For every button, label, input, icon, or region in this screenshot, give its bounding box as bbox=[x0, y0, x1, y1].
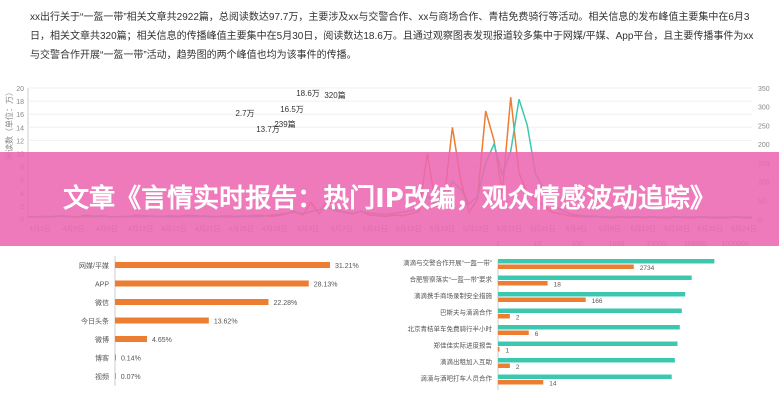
events-bar-chart: 1101001000100001000001000000 滴滴与交警合作开展“一… bbox=[403, 241, 749, 390]
platform-category-label: 网媒/平媒 bbox=[79, 261, 109, 270]
platform-bar bbox=[115, 354, 116, 361]
platform-category-label: 博客 bbox=[95, 354, 109, 363]
event-reads-bar bbox=[498, 308, 682, 313]
event-category-label: 滴滴携手商场录制安全措施 bbox=[414, 291, 493, 300]
platform-category-label: 视频 bbox=[95, 372, 109, 381]
summary-text: xx出行关于“一盔一带”相关文章共2922篇，总阅读数达97.7万，主要涉及xx… bbox=[30, 12, 754, 61]
y-left-tick: 18 bbox=[16, 99, 24, 106]
event-articles-bar bbox=[498, 281, 548, 286]
event-articles-bar bbox=[498, 314, 510, 319]
event-category-label: 合肥警察落实“一盔一带”要求 bbox=[410, 275, 493, 284]
event-category-label: 郑佳佳实际进度报告 bbox=[434, 341, 493, 350]
peak-annotation: 239篇 bbox=[274, 119, 295, 129]
event-reads-bar bbox=[498, 374, 672, 379]
platform-category-label: 微信 bbox=[95, 298, 109, 307]
peak-annotation: 13.7万 bbox=[256, 125, 280, 134]
peak-annotation: 18.6万 bbox=[296, 89, 320, 98]
event-value-label: 2 bbox=[516, 364, 520, 371]
banner-title: 文章《言情实时报告：热门IP改编，观众情感波动追踪》 bbox=[63, 183, 716, 214]
event-reads-bar bbox=[498, 358, 675, 363]
y-right-tick: 200 bbox=[758, 142, 770, 149]
platform-value-label: 22.28% bbox=[273, 300, 297, 307]
y-left-tick: 12 bbox=[16, 138, 24, 145]
event-value-label: 6 bbox=[535, 331, 539, 338]
event-articles-bar bbox=[498, 264, 634, 269]
platform-bar bbox=[115, 262, 330, 268]
platform-value-label: 4.65% bbox=[152, 337, 172, 344]
y-left-tick: 14 bbox=[16, 125, 24, 132]
event-category-label: 滴滴出租加入互助 bbox=[440, 357, 493, 366]
event-value-label: 2734 bbox=[640, 265, 655, 272]
event-reads-bar bbox=[498, 292, 686, 297]
y-right-tick: 300 bbox=[758, 105, 770, 112]
platform-category-label: APP bbox=[95, 282, 109, 289]
peak-annotation: 2.7万 bbox=[235, 109, 254, 118]
event-articles-bar bbox=[498, 347, 500, 352]
y-left-tick: 16 bbox=[16, 112, 24, 119]
y-right-tick: 250 bbox=[758, 123, 770, 130]
event-value-label: 1 bbox=[506, 348, 510, 355]
platform-bar bbox=[115, 317, 209, 324]
platform-category-label: 今日头条 bbox=[81, 317, 109, 326]
event-reads-bar bbox=[498, 275, 692, 280]
trend-ylabel: 阅读数（单位：万） bbox=[4, 88, 14, 160]
event-articles-bar bbox=[498, 380, 544, 385]
title-banner: 文章《言情实时报告：热门IP改编，观众情感波动追踪》 bbox=[0, 152, 779, 246]
event-reads-bar bbox=[498, 325, 680, 330]
peak-annotation: 16.5万 bbox=[280, 105, 304, 114]
event-category-label: 巴斯夫与滴滴合作 bbox=[440, 308, 493, 317]
platform-category-label: 微博 bbox=[95, 335, 109, 344]
y-left-tick: 20 bbox=[16, 86, 24, 93]
event-reads-bar bbox=[498, 259, 715, 264]
platform-value-label: 31.21% bbox=[335, 263, 359, 270]
event-reads-bar bbox=[498, 341, 678, 346]
event-value-label: 2 bbox=[516, 315, 520, 322]
event-articles-bar bbox=[498, 330, 529, 335]
peak-annotation: 320篇 bbox=[324, 90, 345, 100]
platform-value-label: 0.07% bbox=[121, 374, 141, 381]
platform-bar bbox=[115, 280, 309, 287]
platform-value-label: 28.13% bbox=[314, 282, 338, 289]
event-category-label: 滴滴与酒吧打车人员合作 bbox=[421, 374, 493, 383]
platform-value-label: 13.62% bbox=[214, 319, 238, 326]
platform-bar bbox=[115, 336, 148, 342]
platform-bar bbox=[115, 373, 116, 379]
platform-bar bbox=[115, 299, 269, 305]
platform-bar-chart: 网媒/平媒 31.21% APP 28.13% 微信 22.28% 今日头条 13.62% 微博… bbox=[79, 256, 359, 386]
event-articles-bar bbox=[498, 297, 586, 302]
platform-value-label: 0.14% bbox=[121, 356, 141, 363]
event-value-label: 14 bbox=[549, 381, 557, 388]
event-value-label: 166 bbox=[592, 298, 603, 305]
event-value-label: 18 bbox=[554, 282, 562, 289]
event-category-label: 滴滴与交警合作开展“一盔一带” bbox=[403, 258, 492, 267]
event-articles-bar bbox=[498, 363, 510, 368]
y-right-tick: 350 bbox=[758, 86, 770, 93]
event-category-label: 北京青桔单车免费骑行半小时 bbox=[408, 324, 493, 333]
